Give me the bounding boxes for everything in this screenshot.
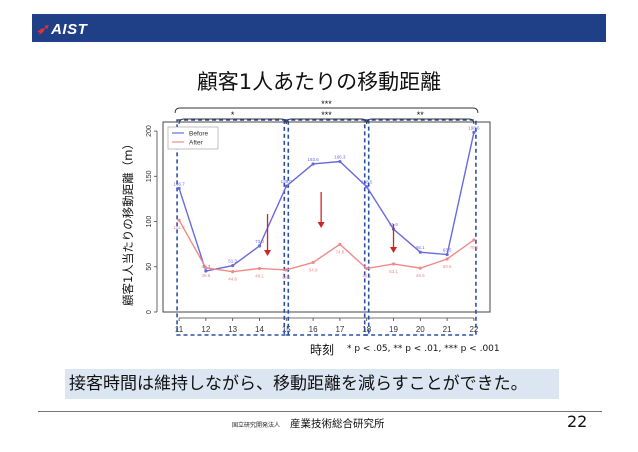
point-before bbox=[177, 186, 181, 190]
aist-logo: ➶ AIST bbox=[36, 20, 87, 38]
significance-label: *** bbox=[321, 99, 332, 109]
point-after bbox=[257, 266, 262, 271]
decrease-arrow-icon bbox=[317, 222, 325, 228]
significance-bracket bbox=[285, 118, 368, 125]
point-before bbox=[472, 130, 476, 134]
data-label-before: 163.6 bbox=[307, 157, 319, 162]
point-after bbox=[418, 266, 422, 270]
data-label-after: 48.1 bbox=[362, 273, 371, 278]
point-after bbox=[204, 266, 208, 270]
significance-bracket bbox=[178, 118, 287, 125]
point-after bbox=[391, 262, 396, 266]
point-after bbox=[177, 218, 181, 222]
significance-label: * bbox=[231, 110, 235, 120]
y-tick-label: 0 bbox=[146, 310, 153, 314]
period-box bbox=[363, 119, 477, 336]
point-before bbox=[311, 162, 315, 166]
x-tick-label: 18 bbox=[362, 325, 371, 334]
x-tick-label: 16 bbox=[309, 325, 318, 334]
point-before bbox=[204, 269, 208, 273]
data-label-after: 74.8 bbox=[336, 249, 345, 254]
header-bar bbox=[32, 14, 606, 42]
point-before bbox=[338, 159, 342, 164]
x-tick-label: 20 bbox=[416, 325, 425, 334]
y-tick-label: 100 bbox=[146, 216, 153, 228]
point-after bbox=[472, 238, 476, 242]
data-label-after: 48.5 bbox=[416, 273, 425, 278]
data-label-before: 198.6 bbox=[468, 125, 480, 130]
point-before bbox=[365, 185, 369, 189]
org-name: 産業技術総合研究所 bbox=[290, 418, 385, 430]
x-tick-label: 15 bbox=[282, 325, 291, 334]
x-tick-label: 21 bbox=[443, 325, 452, 334]
data-label-before: 63.5 bbox=[443, 248, 452, 253]
logo-text: AIST bbox=[51, 21, 88, 38]
data-label-after: 79.6 bbox=[470, 245, 479, 250]
significance-bracket bbox=[174, 107, 479, 114]
point-after bbox=[311, 260, 315, 265]
decrease-arrow-icon bbox=[264, 250, 272, 256]
x-tick-label: 17 bbox=[335, 325, 344, 334]
point-after bbox=[338, 242, 342, 246]
point-after bbox=[284, 268, 288, 272]
legend-label: After bbox=[189, 140, 204, 147]
significance-label: ** bbox=[417, 110, 425, 120]
x-tick-label: 19 bbox=[389, 325, 398, 334]
x-tick-label: 12 bbox=[201, 325, 210, 334]
caption-box: 接客時間は維持しながら、移動距離を減らすことができた。 bbox=[65, 369, 559, 399]
data-label-after: 54.8 bbox=[309, 267, 318, 272]
point-after bbox=[365, 266, 369, 271]
data-label-before: 166.3 bbox=[334, 155, 346, 160]
x-tick-label: 11 bbox=[175, 325, 184, 334]
data-label-after: 48.8 bbox=[202, 273, 211, 278]
point-before bbox=[418, 250, 422, 254]
org-type: 国立研究開発法人 bbox=[232, 422, 281, 429]
period-box bbox=[176, 119, 290, 336]
swoosh-icon: ➶ bbox=[36, 21, 50, 38]
plot-frame bbox=[162, 121, 491, 313]
legend-label: Before bbox=[189, 131, 209, 138]
data-label-after: 58.6 bbox=[443, 264, 452, 269]
point-before bbox=[231, 263, 235, 268]
data-label-before: 73.0 bbox=[255, 239, 264, 244]
data-label-before: 139.0 bbox=[281, 179, 293, 184]
significance-note: * p < .05, ** p < .01, *** p < .001 bbox=[347, 344, 500, 354]
footer-divider bbox=[38, 411, 602, 412]
data-label-after: 101.5 bbox=[173, 225, 185, 230]
point-before bbox=[284, 184, 288, 188]
point-before bbox=[257, 244, 262, 248]
data-label-before: 66.1 bbox=[416, 245, 425, 250]
period-box bbox=[283, 119, 370, 336]
data-label-before: 136.7 bbox=[173, 181, 185, 186]
data-label-after: 46.5 bbox=[282, 275, 291, 280]
x-tick-label: 22 bbox=[469, 325, 478, 334]
series-line-after bbox=[178, 219, 475, 273]
data-label-before: 51.3 bbox=[228, 259, 237, 264]
page-number: 22 bbox=[567, 412, 588, 431]
y-tick-label: 200 bbox=[146, 125, 153, 137]
significance-label: *** bbox=[321, 110, 332, 120]
data-label-after: 44.6 bbox=[228, 277, 237, 282]
y-tick-label: 50 bbox=[146, 263, 153, 271]
x-tick-label: 13 bbox=[228, 325, 237, 334]
slide-title: 顧客1人あたりの移動距離 bbox=[196, 70, 442, 94]
point-after bbox=[231, 270, 235, 274]
decrease-arrow-icon bbox=[390, 247, 398, 253]
data-label-before: 138.5 bbox=[361, 180, 373, 185]
data-label-after: 53.1 bbox=[389, 269, 398, 274]
x-axis-label: 時刻 bbox=[310, 343, 335, 357]
point-after bbox=[445, 257, 449, 261]
series-line-before bbox=[178, 132, 475, 272]
point-before bbox=[445, 252, 449, 257]
y-axis-label: 顧客1人当たりの移動距離（m） bbox=[121, 137, 135, 307]
significance-bracket bbox=[366, 118, 475, 125]
data-label-after: 48.1 bbox=[255, 273, 264, 278]
y-tick-label: 150 bbox=[146, 170, 153, 182]
x-tick-label: 14 bbox=[255, 325, 264, 334]
